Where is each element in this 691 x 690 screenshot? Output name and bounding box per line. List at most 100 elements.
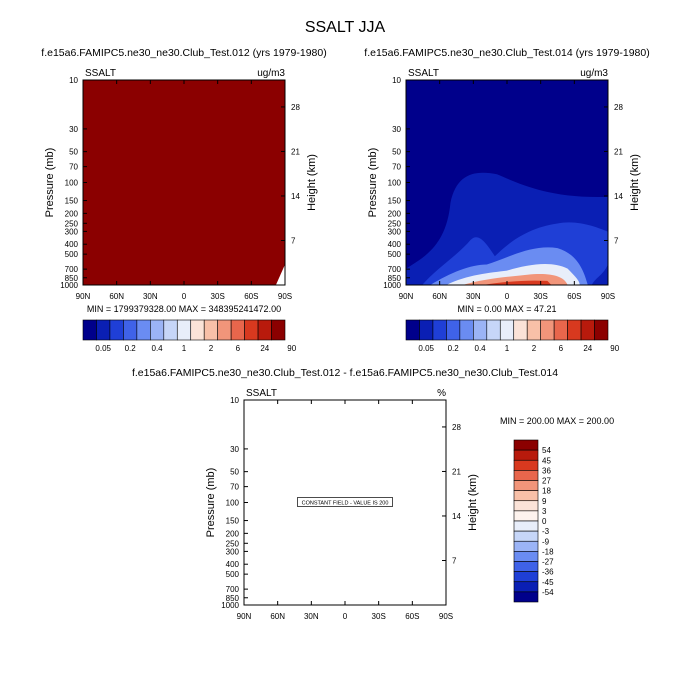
colorbar-label: 45 bbox=[542, 456, 551, 465]
annotation-box bbox=[297, 497, 393, 507]
x-tick-label: 90N bbox=[76, 292, 91, 301]
y-tick-label: 150 bbox=[226, 517, 240, 526]
y-right-tick-label: 28 bbox=[614, 103, 623, 112]
y-tick-label: 250 bbox=[226, 539, 240, 548]
colorbar-box bbox=[419, 319, 434, 341]
y-tick-label: 50 bbox=[230, 468, 239, 477]
colorbar-box bbox=[513, 439, 539, 451]
y-tick-label: 700 bbox=[65, 265, 79, 274]
colorbar-label: 3 bbox=[542, 507, 547, 516]
units-label: % bbox=[437, 388, 446, 399]
y-tick-label: 500 bbox=[65, 250, 79, 259]
panel-p1: 90N 60N 30N 0 30S 60S 90S 10 30 50 70 100 150 2002503… bbox=[41, 47, 326, 353]
y-tick-label: 200 bbox=[65, 209, 79, 218]
figure-title: SSALT JJA bbox=[305, 19, 386, 36]
field-fill bbox=[83, 80, 285, 285]
colorbar-label: 0.4 bbox=[475, 344, 487, 353]
panel-title: f.e15a6.FAMIPC5.ne30_ne30.Club_Test.014 … bbox=[364, 47, 649, 59]
y-tick-label: 150 bbox=[388, 197, 402, 206]
colorbar-box bbox=[513, 480, 539, 491]
colorbar-label: -36 bbox=[542, 568, 554, 577]
y-tick-label: 700 bbox=[388, 265, 402, 274]
y-tick-label: 100 bbox=[226, 499, 240, 508]
colorbar-box bbox=[594, 319, 609, 341]
colorbar-label: 1 bbox=[505, 344, 510, 353]
y-right-tick-label: 14 bbox=[452, 512, 461, 521]
colorbar-box bbox=[513, 561, 539, 572]
x-tick-label: 0 bbox=[343, 612, 348, 621]
y-tick-label: 50 bbox=[69, 148, 78, 157]
x-tick-label: 60S bbox=[244, 292, 258, 301]
y-tick-label: 1000 bbox=[383, 281, 401, 290]
y-tick-label: 30 bbox=[230, 445, 239, 454]
y-tick-label: 150 bbox=[65, 197, 79, 206]
colorbar-box bbox=[405, 319, 420, 341]
y-tick-label: 70 bbox=[69, 163, 78, 172]
x-tick-label: 0 bbox=[182, 292, 187, 301]
y-right-tick-label: 21 bbox=[291, 147, 300, 156]
colorbar-box bbox=[271, 319, 286, 341]
colorbar-label: 0.05 bbox=[418, 344, 434, 353]
colorbar-box bbox=[513, 459, 539, 471]
colorbar-label: -18 bbox=[542, 547, 554, 556]
x-tick-label: 30N bbox=[304, 612, 319, 621]
contour-fill bbox=[482, 280, 552, 285]
y-right-tick-label: 21 bbox=[614, 147, 623, 156]
colorbar-box bbox=[244, 319, 259, 341]
y-tick-label: 200 bbox=[388, 209, 402, 218]
y-tick-label: 400 bbox=[388, 240, 402, 249]
colorbar-label: 0.2 bbox=[448, 344, 460, 353]
y-right-tick-label: 14 bbox=[614, 192, 623, 201]
y-right-tick-label: 28 bbox=[291, 103, 300, 112]
colorbar-box bbox=[486, 319, 501, 341]
y-right-tick-label: 7 bbox=[291, 236, 296, 245]
y-tick-label: 400 bbox=[226, 560, 240, 569]
missing-corner bbox=[275, 264, 285, 285]
y-tick-label: 250 bbox=[65, 219, 79, 228]
colorbar-box bbox=[513, 530, 539, 542]
y-tick-label: 10 bbox=[392, 76, 401, 85]
colorbar-box bbox=[513, 591, 539, 603]
colorbar-box bbox=[432, 319, 447, 341]
colorbar-label: 24 bbox=[583, 344, 592, 353]
x-tick-label: 0 bbox=[505, 292, 510, 301]
colorbar-label: 36 bbox=[542, 466, 551, 475]
y-tick-label: 700 bbox=[226, 585, 240, 594]
y-right-tick-label: 14 bbox=[291, 192, 300, 201]
colorbar-label: 0 bbox=[542, 517, 547, 526]
colorbar-box bbox=[473, 319, 488, 341]
y-tick-label: 70 bbox=[392, 163, 401, 172]
x-tick-label: 90S bbox=[601, 292, 615, 301]
colorbar-box bbox=[446, 319, 461, 341]
colorbar-label: 0.05 bbox=[95, 344, 111, 353]
colorbar-box bbox=[109, 319, 124, 341]
colorbar-box bbox=[257, 319, 272, 341]
colorbar-box bbox=[513, 571, 539, 583]
y-tick-label: 30 bbox=[392, 125, 401, 134]
y-tick-label: 70 bbox=[230, 483, 239, 492]
x-tick-label: 90N bbox=[237, 612, 252, 621]
y-right-axis-title: Height (km) bbox=[306, 154, 318, 211]
y-right-axis-title: Height (km) bbox=[629, 154, 641, 211]
y-tick-label: 850 bbox=[226, 594, 240, 603]
y-tick-label: 850 bbox=[65, 274, 79, 283]
panel-title: f.e15a6.FAMIPC5.ne30_ne30.Club_Test.012 … bbox=[41, 47, 326, 59]
colorbar-box bbox=[513, 449, 539, 461]
colorbar-box bbox=[513, 319, 528, 341]
colorbar-label: 90 bbox=[610, 344, 619, 353]
colorbar-box bbox=[513, 540, 539, 552]
colorbar-box bbox=[459, 319, 474, 341]
colorbar-box bbox=[513, 470, 539, 481]
colorbar-label: -45 bbox=[542, 578, 554, 587]
colorbar-label: 18 bbox=[542, 487, 551, 496]
x-tick-label: 60S bbox=[567, 292, 581, 301]
colorbar-label: 0.2 bbox=[125, 344, 137, 353]
colorbar-label: 2 bbox=[209, 344, 214, 353]
y-tick-label: 400 bbox=[65, 240, 79, 249]
colorbar-box bbox=[513, 581, 539, 593]
colorbar-label: 9 bbox=[542, 497, 547, 506]
colorbar-box bbox=[176, 319, 192, 341]
colorbar-box bbox=[513, 551, 539, 562]
variable-label: SSALT bbox=[85, 68, 116, 79]
